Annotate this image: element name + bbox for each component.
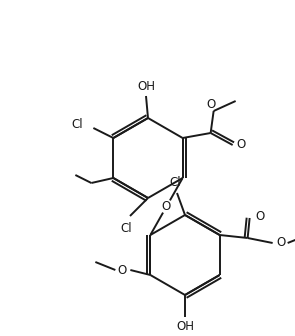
Text: O: O [118,263,127,277]
Text: O: O [162,200,171,213]
Text: O: O [255,210,264,222]
Text: Cl: Cl [120,221,132,235]
Text: Cl: Cl [72,118,83,130]
Text: Cl: Cl [169,176,181,190]
Text: O: O [206,97,215,111]
Text: O: O [236,138,245,152]
Text: O: O [276,237,285,250]
Text: OH: OH [176,321,194,334]
Text: OH: OH [137,80,155,92]
